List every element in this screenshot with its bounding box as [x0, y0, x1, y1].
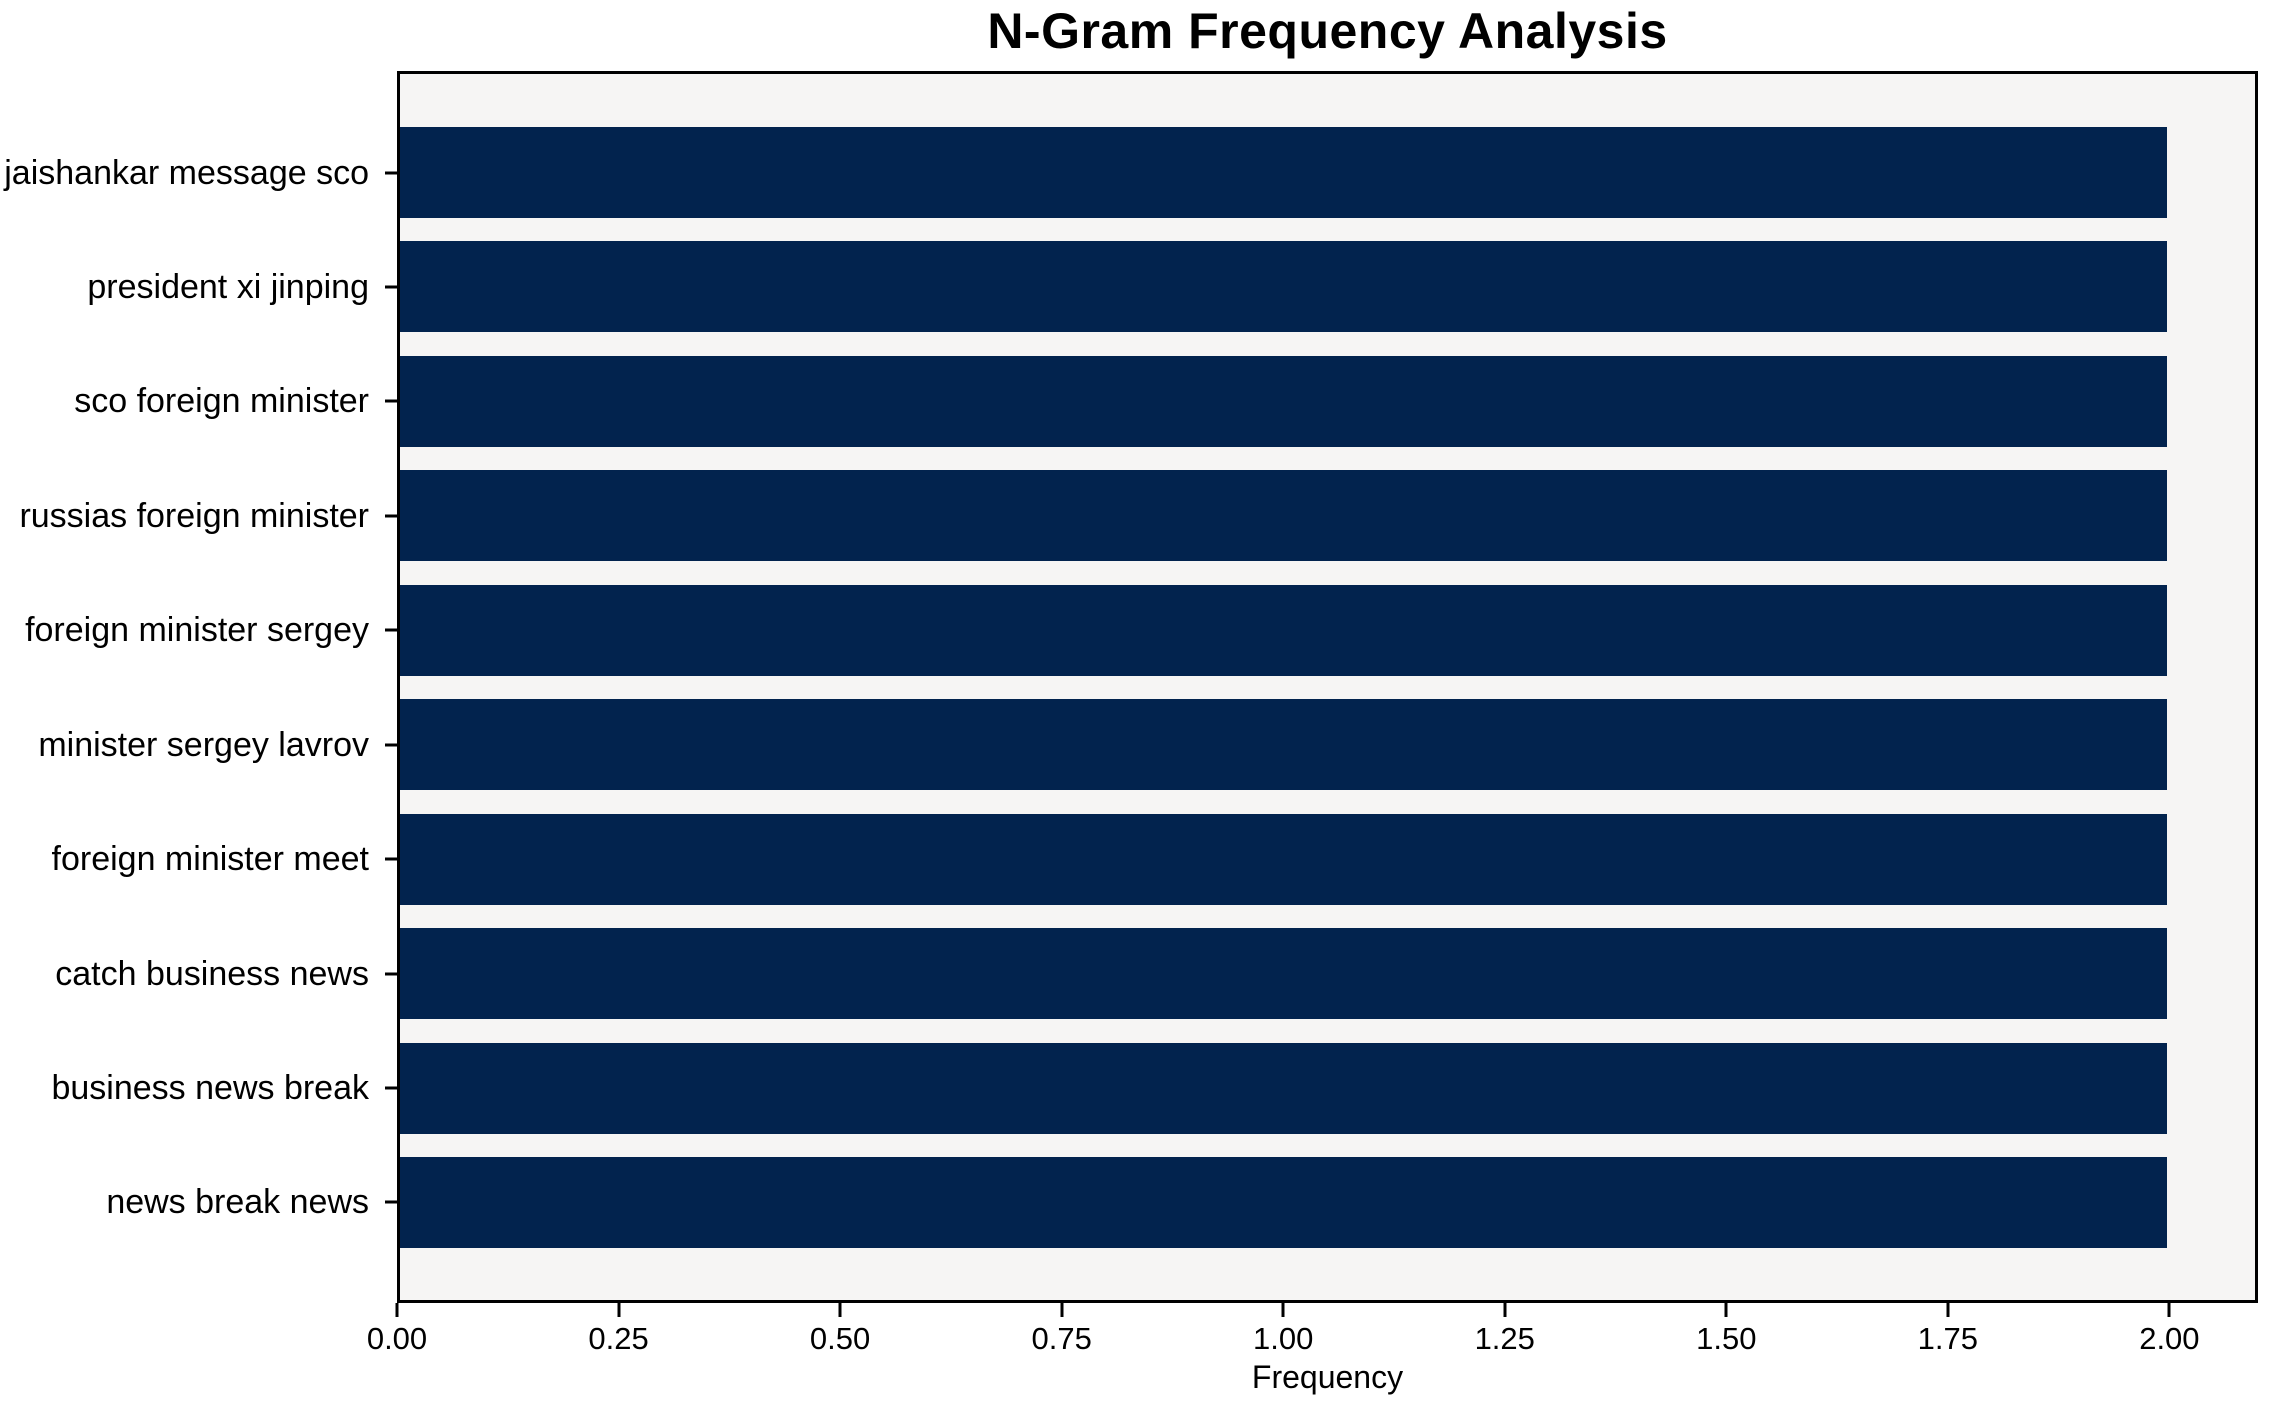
bars-layer [400, 74, 2255, 1300]
y-tick-mark [385, 514, 397, 518]
x-axis-label: Frequency [1251, 1359, 1404, 1395]
y-tick-label: foreign minister meet [51, 840, 369, 879]
x-tick-label: 0.75 [1031, 1321, 1092, 1356]
y-tick-label: catch business news [55, 954, 369, 993]
bar [400, 127, 2167, 218]
x-tick-label: 0.50 [809, 1321, 871, 1356]
x-tick-label: 2.00 [2139, 1321, 2200, 1356]
y-tick-mark [385, 285, 397, 289]
y-tick-mark [385, 972, 397, 976]
y-tick-label: sco foreign minister [74, 382, 369, 421]
bar [400, 813, 2167, 905]
x-tick-mark [1060, 1303, 1064, 1317]
bar [400, 470, 2167, 562]
y-tick-mark [385, 1086, 397, 1090]
y-axis: jaishankar message sco president xi jinpi… [0, 71, 397, 1303]
x-tick-label: 0.25 [588, 1321, 649, 1356]
x-tick-mark [1503, 1303, 1507, 1317]
x-tick-mark [1281, 1303, 1285, 1317]
y-tick-label: russias foreign minister [19, 496, 369, 535]
x-tick-mark [395, 1303, 399, 1317]
x-tick-mark [1946, 1303, 1950, 1317]
x-tick-mark [617, 1303, 621, 1317]
y-tick-mark [385, 857, 397, 861]
y-tick-label: president xi jinping [87, 267, 369, 306]
y-tick-label: minister sergey lavrov [38, 725, 369, 764]
x-tick-mark [838, 1303, 842, 1317]
x-tick-mark [1724, 1303, 1728, 1317]
y-tick-label: business news break [51, 1069, 369, 1108]
x-tick-label: 1.50 [1696, 1321, 1757, 1356]
bar [400, 699, 2167, 791]
bar [400, 1156, 2167, 1248]
y-tick-mark [385, 171, 397, 174]
bar [400, 241, 2167, 333]
y-tick-mark [385, 743, 397, 747]
chart-title: N-Gram Frequency Analysis [987, 3, 1668, 59]
x-tick-label: 1.25 [1474, 1321, 1535, 1356]
y-tick-mark [385, 1200, 397, 1204]
bar [400, 928, 2167, 1020]
x-tick-label: 1.00 [1253, 1321, 1314, 1356]
y-tick-label: news break news [106, 1183, 369, 1222]
y-tick-mark [385, 628, 397, 632]
y-tick-mark [385, 399, 397, 403]
bar [400, 355, 2167, 447]
bar [400, 584, 2167, 676]
x-tick-label: 0.00 [366, 1321, 428, 1356]
bar [400, 1042, 2167, 1134]
y-tick-label: jaishankar message sco [4, 153, 369, 192]
y-tick-label: foreign minister sergey [25, 611, 369, 650]
plot-area [397, 71, 2258, 1303]
x-tick-mark [2167, 1303, 2171, 1317]
x-axis: Frequency 0.00 0.25 0.50 0.75 1.00 1.25 1.50 1.… [367, 1303, 2258, 1414]
x-tick-label: 1.75 [1917, 1321, 1978, 1356]
